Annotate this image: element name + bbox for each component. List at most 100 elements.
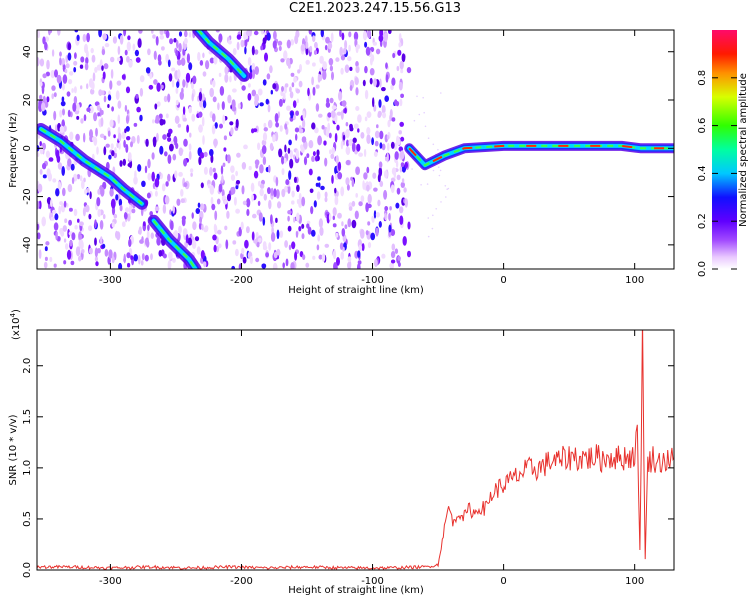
noise-speckle [369, 68, 375, 76]
snr-y-label: SNR (10 * v/v) [8, 414, 19, 485]
noise-speckle [301, 136, 307, 143]
noise-speckle [247, 57, 252, 66]
noise-speckle [229, 75, 232, 83]
noise-speckle [287, 210, 292, 215]
noise-speckle [318, 254, 323, 260]
noise-speckle [170, 220, 174, 231]
noise-speckle [152, 136, 157, 145]
noise-speckle [71, 88, 74, 93]
noise-speckle [351, 178, 355, 188]
noise-speckle [347, 218, 352, 228]
noise-speckle [325, 36, 330, 44]
noise-speckle [372, 41, 377, 46]
noise-speckle [388, 212, 391, 222]
noise-speckle [221, 189, 225, 197]
noise-speckle [94, 219, 97, 229]
snr-x-label: Height of straight line (km) [288, 585, 424, 596]
noise-speckle [340, 140, 344, 150]
noise-speckle [89, 105, 94, 114]
noise-speckle [51, 93, 54, 100]
noise-speckle [353, 123, 359, 129]
noise-speckle [67, 158, 72, 167]
noise-speckle [137, 164, 142, 172]
noise-speckle [62, 74, 68, 84]
noise-speckle [324, 157, 328, 167]
noise-speckle [286, 39, 291, 49]
noise-speckle [346, 184, 350, 191]
noise-speckle [293, 216, 296, 223]
noise-speckle [46, 96, 50, 103]
noise-speckle [162, 253, 167, 259]
streak-peak [152, 220, 197, 269]
noise-speckle [134, 49, 139, 57]
noise-speckle [390, 84, 394, 91]
noise-speckle [159, 30, 164, 36]
noise-speckle [53, 263, 57, 268]
noise-speckle [345, 122, 349, 127]
noise-speckle [251, 45, 255, 56]
noise-speckle [399, 60, 404, 70]
noise-speckle [264, 34, 268, 42]
noise-speckle [94, 237, 97, 246]
noise-speckle [257, 200, 261, 207]
noise-speckle [362, 30, 368, 41]
noise-speckle [109, 80, 113, 90]
noise-speckle [432, 143, 435, 146]
noise-speckle [240, 221, 244, 230]
noise-speckle [259, 102, 264, 107]
noise-speckle [444, 185, 447, 187]
noise-speckle [138, 254, 141, 265]
noise-speckle [201, 116, 205, 127]
noise-speckle [231, 186, 236, 195]
noise-speckle [348, 139, 354, 146]
noise-speckle [176, 39, 179, 49]
noise-speckle [174, 115, 180, 125]
noise-speckle [42, 162, 47, 170]
noise-speckle [374, 140, 379, 147]
noise-speckle [147, 172, 152, 181]
noise-speckle [301, 223, 305, 229]
noise-speckle [295, 230, 299, 238]
noise-speckle [355, 87, 359, 96]
noise-speckle [175, 142, 179, 149]
noise-speckle [329, 65, 333, 72]
noise-speckle [199, 60, 204, 66]
noise-speckle [342, 47, 347, 55]
noise-speckle [392, 52, 396, 59]
noise-speckle [102, 214, 106, 220]
y-tick-label: -40 [22, 237, 33, 253]
noise-speckle [224, 73, 229, 83]
noise-speckle [262, 216, 266, 226]
noise-speckle [213, 138, 218, 147]
noise-speckle [146, 229, 150, 240]
noise-speckle [63, 238, 67, 243]
noise-speckle [366, 111, 372, 118]
noise-speckle [212, 167, 216, 173]
noise-speckle [235, 118, 239, 129]
noise-speckle [169, 38, 174, 45]
noise-speckle [136, 134, 140, 144]
noise-speckle [117, 45, 121, 56]
noise-speckle [198, 91, 203, 102]
noise-speckle [298, 193, 302, 201]
noise-speckle [280, 90, 284, 97]
noise-speckle [162, 119, 166, 125]
noise-speckle [288, 244, 292, 251]
noise-speckle [167, 154, 172, 164]
noise-speckle [383, 189, 388, 200]
noise-speckle [167, 173, 171, 182]
noise-speckle [123, 139, 126, 148]
noise-speckle [135, 93, 139, 99]
noise-speckle [400, 162, 405, 168]
noise-speckle [367, 221, 371, 226]
noise-speckle [373, 78, 377, 87]
noise-speckle [400, 181, 405, 188]
noise-speckle [338, 91, 343, 101]
noise-speckle [224, 225, 228, 231]
noise-speckle [316, 244, 320, 251]
noise-speckle [37, 57, 40, 67]
noise-speckle [67, 228, 70, 239]
noise-speckle [267, 119, 273, 129]
